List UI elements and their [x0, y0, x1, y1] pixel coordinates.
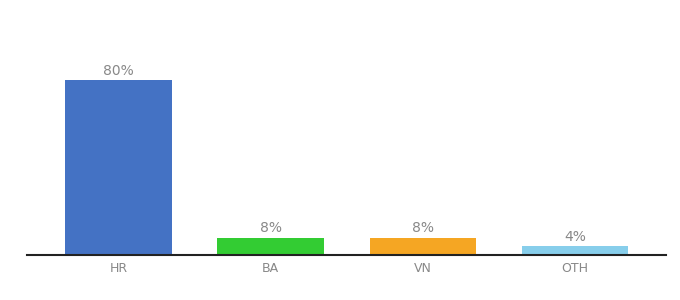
Text: 80%: 80% — [103, 64, 134, 78]
Bar — [522, 246, 628, 255]
Text: 8%: 8% — [412, 221, 434, 235]
Text: 4%: 4% — [564, 230, 586, 244]
Text: 8%: 8% — [260, 221, 282, 235]
Bar — [65, 80, 172, 255]
Bar — [370, 238, 476, 255]
Bar — [218, 238, 324, 255]
